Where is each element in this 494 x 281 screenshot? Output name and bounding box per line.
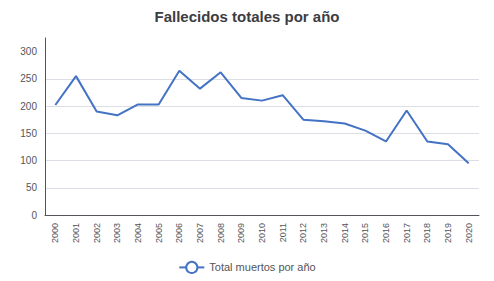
- svg-text:0: 0: [31, 210, 37, 221]
- svg-text:2012: 2012: [298, 223, 308, 243]
- svg-text:2017: 2017: [402, 223, 412, 243]
- svg-text:2007: 2007: [195, 223, 205, 243]
- svg-text:50: 50: [26, 182, 38, 193]
- svg-text:2013: 2013: [319, 223, 329, 243]
- svg-text:2009: 2009: [236, 223, 246, 243]
- svg-text:2000: 2000: [50, 223, 60, 243]
- svg-text:Fallecidos totales por año: Fallecidos totales por año: [154, 8, 339, 25]
- svg-text:2005: 2005: [154, 223, 164, 243]
- svg-text:2008: 2008: [216, 223, 226, 243]
- svg-text:2019: 2019: [443, 223, 453, 243]
- svg-text:2001: 2001: [71, 223, 81, 243]
- svg-text:300: 300: [20, 46, 37, 57]
- svg-text:2004: 2004: [133, 223, 143, 243]
- svg-text:2018: 2018: [422, 223, 432, 243]
- svg-text:250: 250: [20, 73, 37, 84]
- svg-text:2015: 2015: [360, 223, 370, 243]
- svg-text:200: 200: [20, 101, 37, 112]
- svg-text:2020: 2020: [464, 223, 474, 243]
- svg-text:2002: 2002: [92, 223, 102, 243]
- svg-text:2011: 2011: [278, 223, 288, 242]
- svg-text:100: 100: [20, 155, 37, 166]
- svg-text:2016: 2016: [381, 223, 391, 243]
- svg-text:2006: 2006: [174, 223, 184, 243]
- svg-text:2003: 2003: [112, 223, 122, 243]
- svg-text:2014: 2014: [340, 223, 350, 243]
- svg-text:150: 150: [20, 128, 37, 139]
- svg-text:2010: 2010: [257, 223, 267, 243]
- svg-text:Total muertos por año: Total muertos por año: [209, 261, 315, 273]
